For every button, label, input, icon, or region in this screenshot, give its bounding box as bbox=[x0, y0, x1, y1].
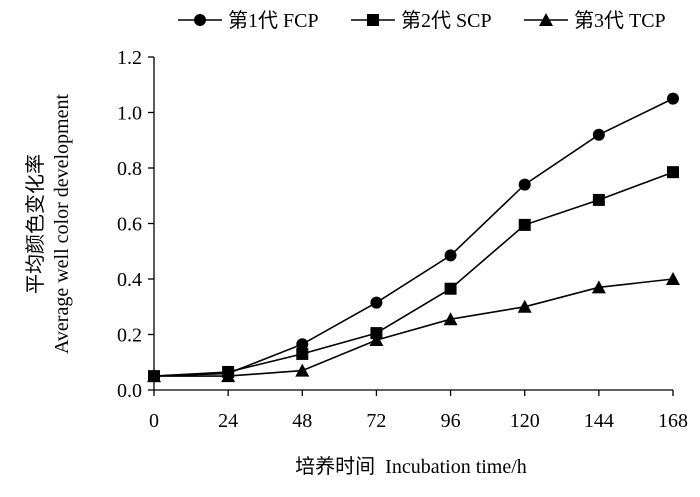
legend-label: 第1代 FCP bbox=[228, 9, 319, 32]
x-tick-label: 24 bbox=[218, 410, 238, 432]
legend-marker-triangle bbox=[539, 13, 553, 26]
data-point-square bbox=[592, 193, 605, 206]
data-point-circle bbox=[444, 249, 457, 262]
data-point-triangle bbox=[517, 299, 532, 313]
y-tick-label: 0.4 bbox=[117, 269, 142, 291]
data-point-square bbox=[667, 166, 679, 179]
data-point-circle bbox=[518, 178, 531, 191]
data-point-circle bbox=[370, 296, 383, 309]
x-axis-title: 培养时间 Incubation time/h bbox=[295, 455, 527, 478]
data-point-square bbox=[296, 347, 309, 360]
data-point-triangle bbox=[591, 280, 606, 294]
legend-marker-circle bbox=[194, 14, 206, 26]
y-axis-title-chinese: 平均颜色变化率 bbox=[24, 154, 47, 294]
y-tick-label: 1.0 bbox=[117, 103, 142, 125]
series-line bbox=[153, 97, 674, 377]
data-point-triangle bbox=[443, 312, 458, 326]
data-point-square bbox=[518, 218, 531, 231]
data-point-triangle bbox=[295, 363, 310, 377]
y-axis-title-english: Average well color development bbox=[51, 94, 73, 355]
x-tick-label: 168 bbox=[658, 410, 688, 432]
axes: 0.0 0.2 0.4 0.6 0.8 1.0 1.2 0 24 48 72 96 120 144 168 bbox=[117, 47, 688, 432]
data-point-triangle bbox=[666, 272, 680, 285]
series-line bbox=[153, 171, 674, 377]
data-point-triangle bbox=[221, 369, 236, 383]
x-tick-label: 0 bbox=[149, 410, 159, 432]
data-point-circle bbox=[296, 338, 309, 351]
series-line bbox=[154, 278, 674, 377]
y-tick-label: 0.6 bbox=[117, 214, 142, 236]
legend-marker-square bbox=[367, 14, 379, 26]
legend-label: 第3代 TCP bbox=[574, 9, 666, 32]
series-2 bbox=[148, 166, 679, 383]
legend-item-2: 第2代 SCP bbox=[351, 9, 492, 32]
legend-label: 第2代 SCP bbox=[401, 9, 492, 32]
x-tick-label: 72 bbox=[366, 410, 386, 432]
series-3 bbox=[147, 272, 680, 383]
y-tick-label: 0.8 bbox=[117, 158, 142, 180]
y-tick-label: 0.0 bbox=[117, 380, 142, 402]
x-tick-label: 120 bbox=[510, 410, 540, 432]
x-tick-label: 144 bbox=[584, 410, 614, 432]
series-1 bbox=[148, 92, 679, 383]
legend-item-1: 第1代 FCP bbox=[178, 9, 319, 32]
x-tick-label: 48 bbox=[292, 410, 312, 432]
data-point-circle bbox=[667, 92, 679, 105]
y-tick-label: 1.2 bbox=[117, 47, 142, 69]
y-tick-label: 0.2 bbox=[117, 325, 142, 347]
data-point-circle bbox=[592, 128, 605, 141]
legend-item-3: 第3代 TCP bbox=[524, 9, 666, 32]
data-point-triangle bbox=[147, 369, 161, 383]
legend: 第1代 FCP 第2代 SCP 第3代 TCP bbox=[178, 9, 666, 32]
data-point-square bbox=[444, 282, 457, 295]
data-point-triangle bbox=[369, 333, 384, 347]
x-tick-label: 96 bbox=[441, 410, 461, 432]
series-layer bbox=[147, 92, 680, 383]
